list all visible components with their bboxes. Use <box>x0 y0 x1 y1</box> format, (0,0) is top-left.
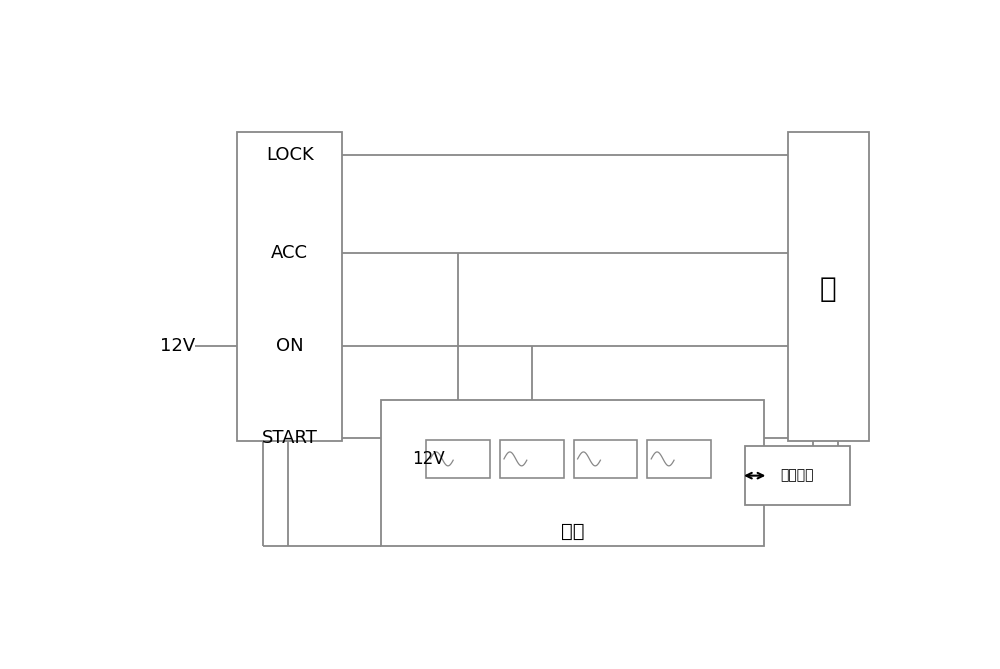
Bar <box>745 446 850 505</box>
Text: 车: 车 <box>820 275 837 303</box>
Text: 12V: 12V <box>160 337 195 355</box>
Text: ON: ON <box>276 337 304 355</box>
Text: LOCK: LOCK <box>266 146 314 164</box>
Bar <box>426 440 490 478</box>
Text: START: START <box>262 429 318 448</box>
Text: ACC: ACC <box>271 244 308 262</box>
Text: 验证装置: 验证装置 <box>781 468 814 482</box>
Bar <box>500 440 564 478</box>
Bar <box>647 440 711 478</box>
Text: 12V: 12V <box>412 450 444 468</box>
Bar <box>237 132 342 441</box>
Bar <box>788 132 869 441</box>
Bar <box>574 440 637 478</box>
Text: 设备: 设备 <box>561 522 584 541</box>
Bar <box>381 399 764 547</box>
